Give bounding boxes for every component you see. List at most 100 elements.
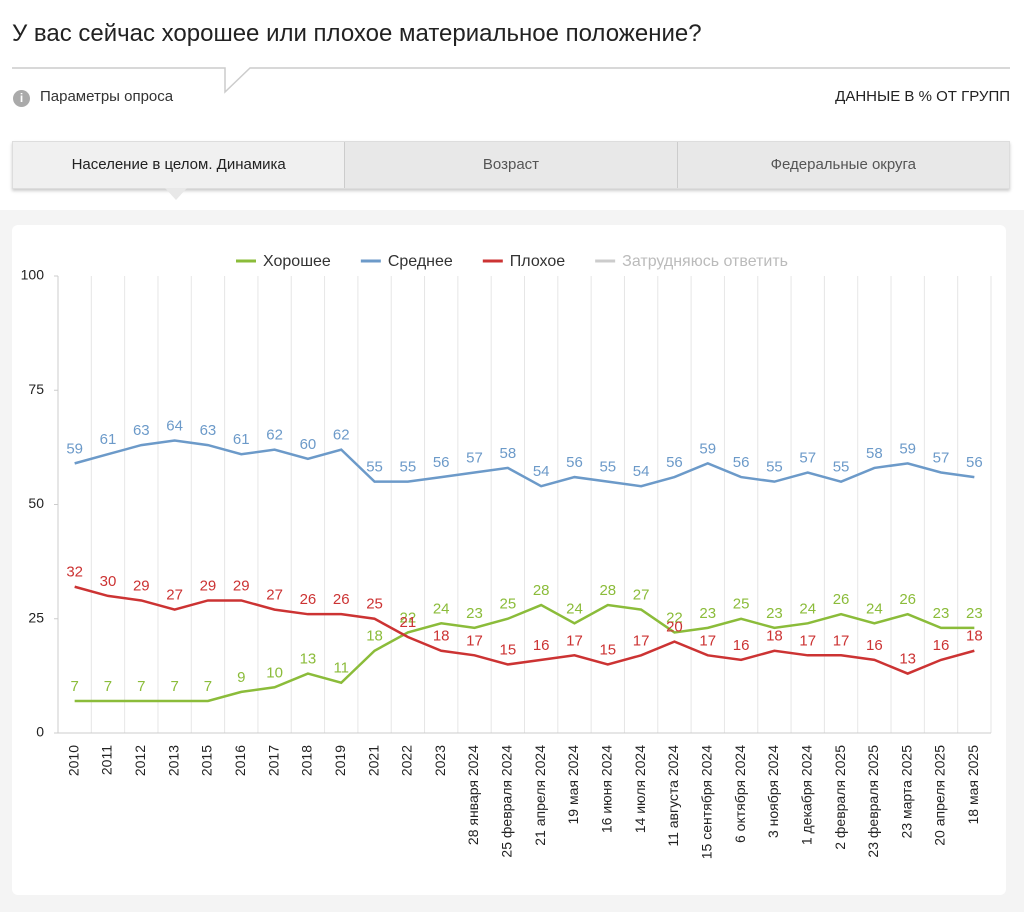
series-line (74, 439, 975, 488)
x-tick-label: 2019 (332, 745, 348, 776)
data-label: 57 (799, 449, 816, 466)
data-label: 29 (200, 577, 217, 594)
data-label: 11 (333, 660, 349, 677)
info-icon[interactable]: i (13, 90, 30, 107)
y-tick-label: 50 (28, 495, 44, 511)
y-tick-label: 0 (36, 724, 44, 740)
data-label: 54 (633, 463, 650, 480)
data-label: 55 (766, 459, 783, 476)
data-label: 60 (300, 436, 317, 453)
legend-label[interactable]: Среднее (388, 253, 453, 270)
data-label: 26 (833, 591, 850, 608)
data-label: 62 (266, 427, 283, 444)
series-line (74, 603, 975, 703)
data-label: 25 (733, 596, 750, 613)
tabs: Население в целом. Динамика Возраст Феде… (12, 141, 1010, 189)
tab[interactable]: Федеральные округа (676, 142, 1009, 188)
data-label: 7 (70, 678, 78, 695)
x-tick-label: 2011 (99, 745, 115, 775)
data-label: 15 (499, 641, 516, 658)
data-label: 10 (266, 664, 283, 681)
data-label: 56 (433, 454, 450, 471)
x-tick-label: 16 июня 2024 (599, 745, 615, 833)
data-label: 26 (300, 591, 317, 608)
data-label: 18 (966, 628, 983, 645)
data-label: 63 (200, 422, 217, 439)
data-label: 57 (933, 449, 950, 466)
data-label: 29 (133, 577, 150, 594)
data-label: 26 (333, 591, 350, 608)
data-label: 20 (666, 619, 683, 636)
data-label: 64 (166, 417, 183, 434)
x-tick-label: 2022 (399, 745, 415, 776)
data-label: 23 (933, 605, 950, 622)
x-tick-label: 3 ноября 2024 (765, 745, 781, 838)
x-tick-label: 6 октября 2024 (732, 745, 748, 843)
data-label: 17 (799, 632, 816, 649)
x-tick-label: 2023 (432, 745, 448, 776)
data-label: 13 (899, 651, 916, 668)
data-label: 63 (133, 422, 150, 439)
data-label: 27 (633, 587, 650, 604)
data-label: 55 (833, 459, 850, 476)
x-tick-label: 20 апреля 2025 (932, 745, 948, 846)
data-label: 15 (599, 641, 616, 658)
data-label: 25 (499, 596, 516, 613)
x-tick-label: 15 сентября 2024 (698, 745, 714, 859)
data-label: 23 (766, 605, 783, 622)
data-label: 22 (666, 609, 683, 626)
data-label: 55 (366, 459, 383, 476)
params-link[interactable]: Параметры опроса (40, 88, 174, 105)
legend-label[interactable]: Плохое (510, 253, 565, 270)
tab[interactable]: Население в целом. Динамика (13, 142, 345, 188)
data-label: 17 (633, 632, 650, 649)
data-label: 29 (233, 577, 250, 594)
x-tick-label: 2 февраля 2025 (832, 745, 848, 850)
data-label: 18 (433, 628, 450, 645)
y-tick-label: 100 (21, 267, 45, 283)
x-tick-label: 11 августа 2024 (665, 745, 681, 847)
data-label: 30 (100, 573, 117, 590)
data-label: 56 (666, 454, 683, 471)
data-label: 54 (533, 463, 550, 480)
tab[interactable]: Возраст (344, 142, 676, 188)
data-label: 23 (966, 605, 983, 622)
data-label: 24 (433, 600, 450, 617)
y-tick-label: 25 (28, 609, 44, 625)
x-tick-label: 25 февраля 2024 (499, 745, 515, 858)
data-label: 17 (699, 632, 716, 649)
data-label: 56 (733, 454, 750, 471)
data-label: 23 (466, 605, 483, 622)
data-label: 27 (266, 587, 283, 604)
x-tick-label: 23 марта 2025 (898, 745, 914, 839)
legend: Хорошее Среднее Плохое Затрудняюсь ответить (236, 253, 788, 270)
x-tick-label: 19 мая 2024 (565, 745, 581, 825)
data-label: 7 (104, 678, 112, 695)
divider (12, 67, 1010, 94)
data-label: 25 (366, 596, 383, 613)
data-label: 58 (499, 445, 516, 462)
data-label: 62 (333, 427, 350, 444)
data-label: 7 (137, 678, 145, 695)
data-label: 59 (66, 440, 83, 457)
legend-label[interactable]: Затрудняюсь ответить (622, 253, 788, 270)
data-label: 21 (400, 614, 417, 631)
data-label: 7 (170, 678, 178, 695)
data-label: 28 (599, 582, 616, 599)
data-label: 27 (166, 587, 183, 604)
x-tick-label: 2021 (365, 745, 381, 776)
x-tick-label: 2012 (132, 745, 148, 776)
legend-label[interactable]: Хорошее (263, 253, 331, 270)
data-label: 32 (66, 564, 83, 581)
x-tick-label: 18 мая 2025 (965, 745, 981, 825)
data-label: 17 (466, 632, 483, 649)
data-label: 24 (866, 600, 883, 617)
x-tick-label: 21 апреля 2024 (532, 745, 548, 846)
data-label: 55 (400, 459, 417, 476)
data-label: 17 (566, 632, 583, 649)
data-label: 17 (833, 632, 850, 649)
x-tick-label: 1 декабря 2024 (798, 745, 814, 845)
page-title: У вас сейчас хорошее или плохое материал… (12, 20, 702, 47)
